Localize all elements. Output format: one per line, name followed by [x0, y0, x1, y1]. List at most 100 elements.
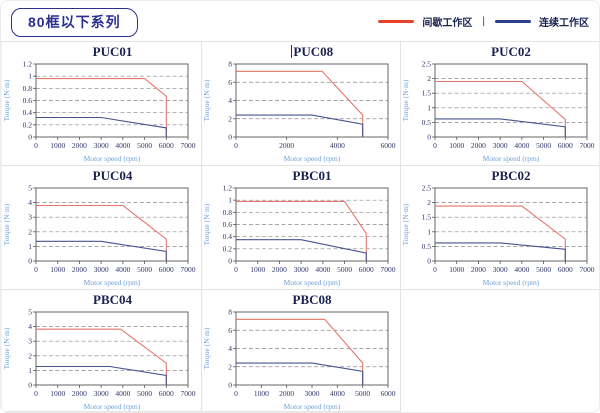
svg-text:3000: 3000	[94, 389, 109, 398]
svg-text:5000: 5000	[536, 265, 551, 274]
svg-text:6000: 6000	[558, 265, 573, 274]
svg-text:Motor speed (rpm): Motor speed (rpm)	[483, 278, 540, 287]
svg-text:5000: 5000	[337, 265, 352, 274]
svg-text:6: 6	[228, 78, 232, 87]
svg-text:7000: 7000	[580, 265, 595, 274]
svg-text:6000: 6000	[381, 389, 396, 398]
chart-title: PUC04	[92, 168, 133, 183]
svg-text:6000: 6000	[159, 265, 174, 274]
header: 80框以下系列 间歇工作区 | 连续工作区	[1, 1, 599, 41]
svg-text:2000: 2000	[72, 141, 87, 150]
svg-text:0: 0	[433, 141, 437, 150]
svg-text:6: 6	[228, 326, 232, 335]
chart-plot-PUC02: 0 1000 2000 3000 4000 5000 6000 7000 0 0.5 1 1.5 2 2.…	[401, 60, 595, 164]
svg-text:Torque (N·m): Torque (N·m)	[401, 203, 410, 245]
chart-title: PBC02	[491, 168, 531, 183]
svg-text:0.8: 0.8	[223, 208, 233, 217]
svg-text:2: 2	[228, 114, 232, 123]
svg-text:0.6: 0.6	[23, 96, 33, 105]
svg-text:Torque (N·m): Torque (N·m)	[202, 79, 211, 121]
svg-text:0.4: 0.4	[223, 232, 233, 241]
svg-text:5000: 5000	[355, 389, 370, 398]
svg-text:2.5: 2.5	[422, 184, 432, 193]
svg-text:4: 4	[228, 96, 232, 105]
svg-text:5000: 5000	[137, 265, 152, 274]
chart-title: PBC01	[292, 168, 332, 183]
svg-text:0.4: 0.4	[23, 108, 33, 117]
svg-text:1.5: 1.5	[422, 89, 432, 98]
svg-text:8: 8	[228, 60, 232, 69]
series-badge: 80框以下系列	[11, 8, 138, 37]
svg-text:4000: 4000	[115, 265, 130, 274]
svg-text:5: 5	[28, 308, 32, 317]
svg-text:7000: 7000	[181, 389, 196, 398]
chart-cell-PBC08: PBC08 0 1000 2000 3000 4000 5000 6000 0 2 4 6 8 Motor…	[202, 290, 401, 412]
chart-title: PUC02	[491, 44, 531, 59]
svg-text:5000: 5000	[137, 389, 152, 398]
svg-text:6000: 6000	[381, 141, 396, 150]
chart-cell-PUC04: PUC04 0 1000 2000 3000 4000 5000 6000 7000 0 1 2 3 4 5…	[2, 166, 202, 290]
svg-text:1000: 1000	[449, 141, 464, 150]
svg-text:Motor speed (rpm): Motor speed (rpm)	[284, 402, 341, 411]
svg-text:Motor speed (rpm): Motor speed (rpm)	[284, 154, 341, 163]
svg-text:0: 0	[234, 141, 238, 150]
chart-plot-PBC01: 0 1000 2000 3000 4000 5000 6000 7000 0 0.2 0.4 0.6 0…	[202, 184, 396, 288]
chart-cell-PBC04: PBC04 0 1000 2000 3000 4000 5000 6000 7000 0 1 2 3 4 5…	[2, 290, 202, 412]
svg-text:Torque (N·m): Torque (N·m)	[2, 203, 11, 245]
svg-text:0: 0	[228, 133, 232, 142]
svg-text:Motor speed (rpm): Motor speed (rpm)	[284, 278, 341, 287]
svg-text:2: 2	[427, 74, 431, 83]
svg-text:2000: 2000	[279, 389, 294, 398]
svg-text:7000: 7000	[381, 265, 396, 274]
svg-text:3: 3	[28, 213, 32, 222]
chart-plot-PBC02: 0 1000 2000 3000 4000 5000 6000 7000 0 0.5 1 1.5 2 2.…	[401, 184, 595, 288]
svg-text:4000: 4000	[330, 389, 345, 398]
svg-text:7000: 7000	[181, 265, 196, 274]
chart-title: PBC08	[292, 292, 332, 307]
svg-text:7000: 7000	[580, 141, 595, 150]
svg-text:1: 1	[28, 366, 32, 375]
chart-title: PUC01	[92, 44, 133, 59]
svg-text:Motor speed (rpm): Motor speed (rpm)	[84, 402, 141, 411]
svg-text:1000: 1000	[50, 389, 65, 398]
svg-text:0: 0	[28, 381, 32, 390]
legend: 间歇工作区 | 连续工作区	[378, 14, 589, 29]
svg-text:0: 0	[228, 381, 232, 390]
legend-label-intermittent: 间歇工作区	[422, 18, 473, 29]
svg-text:1: 1	[28, 242, 32, 251]
svg-text:0.6: 0.6	[223, 220, 233, 229]
svg-text:Torque (N·m): Torque (N·m)	[2, 79, 11, 121]
empty-cell	[401, 290, 599, 412]
legend-blue-line-icon	[495, 20, 531, 23]
svg-text:2000: 2000	[471, 141, 486, 150]
chart-title: PUC08	[202, 42, 400, 60]
svg-text:0.5: 0.5	[422, 242, 432, 251]
svg-text:2: 2	[28, 227, 32, 236]
text-cursor	[290, 45, 293, 58]
chart-cell-PBC02: PBC02 0 1000 2000 3000 4000 5000 6000 7000 0 0.5 1 1…	[401, 166, 599, 290]
svg-text:8: 8	[228, 308, 232, 317]
svg-text:1.2: 1.2	[223, 184, 233, 193]
svg-text:2000: 2000	[279, 141, 294, 150]
svg-text:0: 0	[427, 133, 431, 142]
svg-text:1000: 1000	[250, 265, 265, 274]
chart-plot-PBC04: 0 1000 2000 3000 4000 5000 6000 7000 0 1 2 3 4 5 Motor…	[2, 308, 196, 412]
svg-text:2: 2	[228, 362, 232, 371]
svg-text:6000: 6000	[359, 265, 374, 274]
svg-text:0: 0	[427, 257, 431, 266]
svg-text:2.5: 2.5	[422, 60, 432, 69]
svg-text:0: 0	[28, 257, 32, 266]
svg-text:4: 4	[28, 198, 32, 207]
svg-text:Motor speed (rpm): Motor speed (rpm)	[84, 278, 141, 287]
svg-text:0.5: 0.5	[422, 118, 432, 127]
svg-text:Motor speed (rpm): Motor speed (rpm)	[84, 154, 141, 163]
svg-text:3000: 3000	[294, 265, 309, 274]
svg-text:1: 1	[228, 196, 232, 205]
legend-red-line-icon	[378, 20, 415, 23]
svg-text:2000: 2000	[72, 389, 87, 398]
svg-text:2: 2	[427, 198, 431, 207]
svg-text:2000: 2000	[72, 265, 87, 274]
svg-text:5000: 5000	[137, 141, 152, 150]
svg-text:4: 4	[228, 344, 232, 353]
